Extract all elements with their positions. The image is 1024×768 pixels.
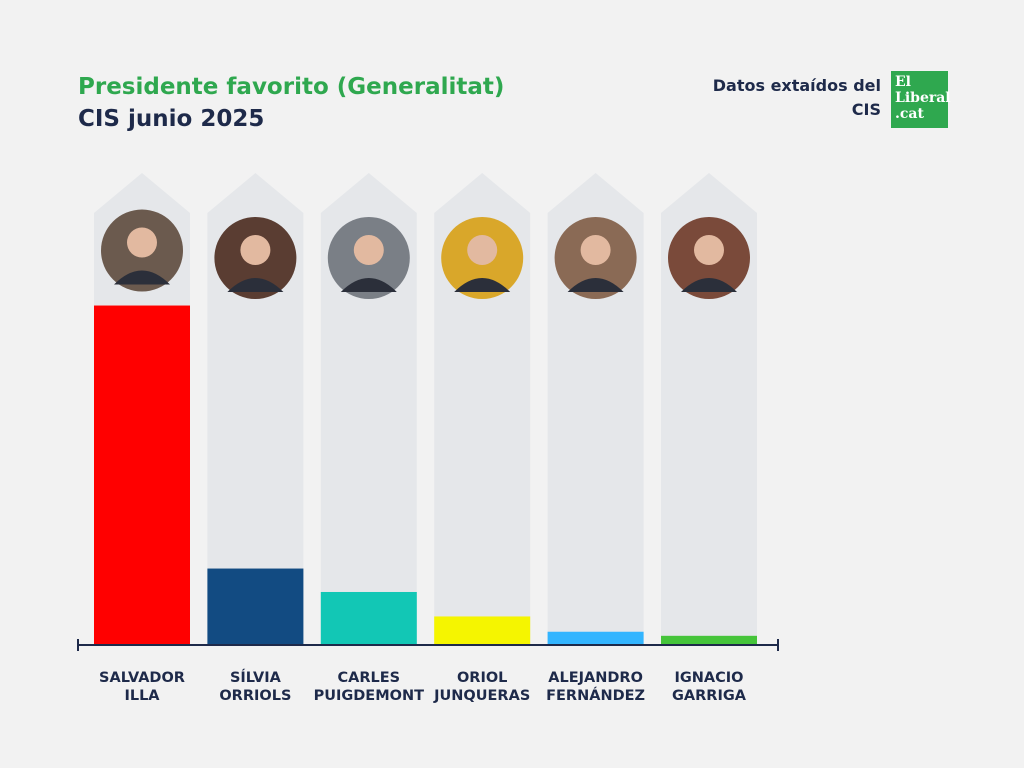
photo-shoulders bbox=[681, 278, 737, 292]
candidate-photo bbox=[554, 217, 637, 299]
candidate-photo bbox=[214, 217, 297, 299]
candidate-photo bbox=[668, 217, 750, 299]
bar bbox=[94, 305, 190, 645]
x-tick-label: GARRIGA bbox=[672, 688, 747, 704]
x-tick-label: SÍLVIA bbox=[230, 669, 282, 686]
photo-shoulders bbox=[567, 278, 624, 292]
photo-face bbox=[694, 235, 724, 265]
x-tick-label: SALVADOR bbox=[99, 670, 185, 686]
bar bbox=[207, 568, 304, 645]
x-tick-label: PUIGDEMONT bbox=[314, 688, 425, 704]
bar bbox=[320, 591, 417, 645]
x-tick-label: FERNÁNDEZ bbox=[546, 687, 645, 704]
x-tick-label: JUNQUERAS bbox=[433, 688, 530, 704]
logo-line-1: El bbox=[895, 74, 911, 90]
chart-title: Presidente favorito (Generalitat) bbox=[78, 74, 505, 100]
candidate-photo bbox=[327, 217, 410, 299]
logo-line-3: .cat bbox=[895, 106, 924, 122]
photo-face bbox=[467, 235, 498, 265]
photo-shoulders bbox=[114, 270, 170, 285]
source-note: Datos extaídos del CIS bbox=[712, 76, 881, 119]
bar bbox=[661, 635, 757, 645]
bar bbox=[547, 631, 644, 645]
candidate-photo bbox=[101, 209, 183, 292]
photo-face bbox=[353, 235, 384, 265]
x-tick-label: IGNACIO bbox=[674, 670, 743, 686]
photo-shoulders bbox=[454, 278, 511, 292]
x-tick-label: ORIOL bbox=[457, 670, 507, 686]
photo-shoulders bbox=[227, 278, 284, 292]
photo-face bbox=[580, 235, 611, 265]
bar bbox=[434, 616, 531, 645]
photo-face bbox=[127, 227, 157, 258]
x-tick-label: ILLA bbox=[124, 688, 160, 704]
logo-line-2: Liberal bbox=[895, 90, 951, 106]
photo-shoulders bbox=[340, 278, 397, 292]
candidate-photo bbox=[441, 217, 524, 299]
x-tick-label: ALEJANDRO bbox=[548, 670, 643, 686]
x-tick-label: ORRIOLS bbox=[219, 688, 291, 704]
chart-subtitle: CIS junio 2025 bbox=[78, 106, 265, 132]
el-liberal-logo: El Liberal .cat bbox=[891, 71, 951, 128]
photo-face bbox=[240, 235, 271, 265]
x-tick-label: CARLES bbox=[337, 670, 400, 686]
